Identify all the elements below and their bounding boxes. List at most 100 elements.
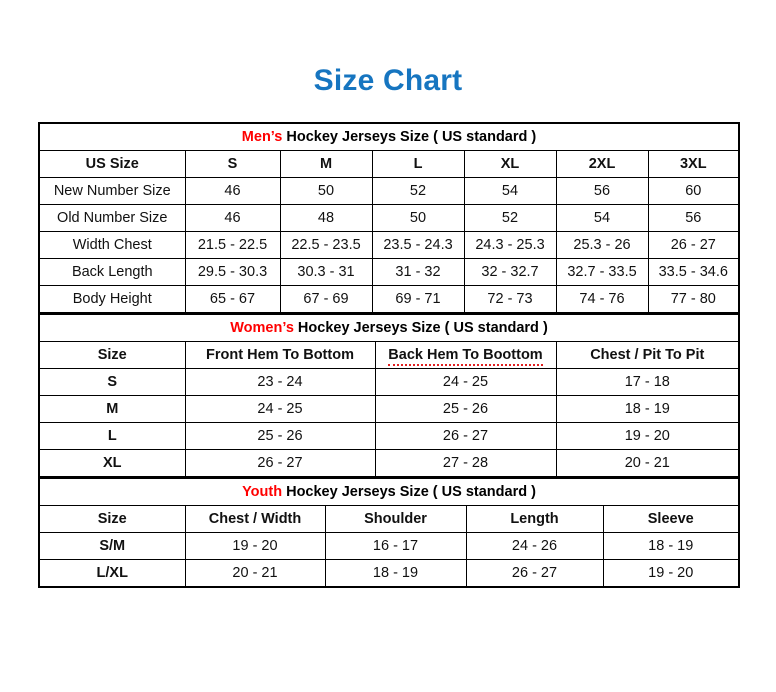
table-row: New Number Size 46 50 52 54 56 60	[38, 177, 740, 205]
youth-row-label-0: S/M	[38, 532, 186, 560]
womens-cell-1-1: 25 - 26	[374, 395, 557, 423]
mens-cell-3-4: 32.7 - 33.5	[555, 258, 649, 286]
mens-cell-1-1: 48	[279, 204, 373, 232]
womens-row-label-2: L	[38, 422, 186, 450]
youth-col-header-2: Shoulder	[324, 505, 467, 533]
mens-cell-0-1: 50	[279, 177, 373, 205]
mens-cell-3-5: 33.5 - 34.6	[647, 258, 740, 286]
mens-banner-accent: Men’s	[241, 129, 283, 145]
mens-cell-2-1: 22.5 - 23.5	[279, 231, 373, 259]
mens-cell-4-4: 74 - 76	[555, 285, 649, 314]
youth-cell-1-3: 19 - 20	[602, 559, 740, 588]
womens-row-label-1: M	[38, 395, 186, 423]
mens-cell-1-3: 52	[463, 204, 557, 232]
mens-col-header-6: 3XL	[647, 150, 740, 178]
womens-cell-2-1: 26 - 27	[374, 422, 557, 450]
youth-header-row: Size Chest / Width Shoulder Length Sleev…	[38, 505, 740, 533]
mens-cell-1-5: 56	[647, 204, 740, 232]
mens-cell-1-2: 50	[371, 204, 465, 232]
table-row: S 23 - 24 24 - 25 17 - 18	[38, 368, 740, 396]
table-row: L/XL 20 - 21 18 - 19 26 - 27 19 - 20	[38, 559, 740, 588]
womens-cell-0-0: 23 - 24	[184, 368, 376, 396]
mens-cell-2-0: 21.5 - 22.5	[184, 231, 281, 259]
womens-header-row: Size Front Hem To Bottom Back Hem To Boo…	[38, 341, 740, 369]
mens-cell-2-3: 24.3 - 25.3	[463, 231, 557, 259]
womens-cell-1-2: 18 - 19	[555, 395, 740, 423]
mens-col-header-0: US Size	[38, 150, 186, 178]
table-row: L 25 - 26 26 - 27 19 - 20	[38, 422, 740, 450]
womens-row-label-3: XL	[38, 449, 186, 478]
size-chart-tables: Men’s Hockey Jerseys Size ( US standard …	[38, 122, 741, 588]
youth-size-table: Youth Hockey Jerseys Size ( US standard …	[38, 478, 741, 588]
mens-section-banner: Men’s Hockey Jerseys Size ( US standard …	[38, 122, 740, 151]
womens-size-table: Women’s Hockey Jerseys Size ( US standar…	[38, 314, 741, 478]
womens-col-header-2-text: Back Hem To Boottom	[388, 347, 543, 366]
mens-col-header-2: M	[279, 150, 373, 178]
mens-row-label-4: Body Height	[38, 285, 186, 314]
youth-row-label-1: L/XL	[38, 559, 186, 588]
youth-cell-0-2: 24 - 26	[465, 532, 604, 560]
womens-row-label-0: S	[38, 368, 186, 396]
youth-cell-1-2: 26 - 27	[465, 559, 604, 588]
mens-cell-0-5: 60	[647, 177, 740, 205]
mens-cell-0-4: 56	[555, 177, 649, 205]
womens-col-header-2: Back Hem To Boottom	[374, 341, 557, 369]
table-row: S/M 19 - 20 16 - 17 24 - 26 18 - 19	[38, 532, 740, 560]
table-row: Old Number Size 46 48 50 52 54 56	[38, 204, 740, 232]
womens-cell-1-0: 24 - 25	[184, 395, 376, 423]
womens-cell-0-1: 24 - 25	[374, 368, 557, 396]
youth-cell-0-3: 18 - 19	[602, 532, 740, 560]
mens-col-header-5: 2XL	[555, 150, 649, 178]
mens-row-label-1: Old Number Size	[38, 204, 186, 232]
mens-size-table: Men’s Hockey Jerseys Size ( US standard …	[38, 122, 741, 314]
youth-cell-1-0: 20 - 21	[184, 559, 326, 588]
womens-cell-0-2: 17 - 18	[555, 368, 740, 396]
mens-cell-0-0: 46	[184, 177, 281, 205]
mens-col-header-3: L	[371, 150, 465, 178]
page-title: Size Chart	[313, 64, 463, 97]
womens-cell-3-2: 20 - 21	[555, 449, 740, 478]
womens-cell-2-0: 25 - 26	[184, 422, 376, 450]
womens-banner-rest: Hockey Jerseys Size ( US standard )	[293, 320, 548, 336]
womens-col-header-0: Size	[38, 341, 186, 369]
table-row: M 24 - 25 25 - 26 18 - 19	[38, 395, 740, 423]
womens-banner-accent: Women’s	[230, 320, 294, 336]
womens-col-header-1: Front Hem To Bottom	[184, 341, 376, 369]
mens-section-banner-row: Men’s Hockey Jerseys Size ( US standard …	[38, 122, 740, 151]
mens-cell-3-1: 30.3 - 31	[279, 258, 373, 286]
mens-col-header-4: XL	[463, 150, 557, 178]
youth-banner-accent: Youth	[242, 484, 283, 500]
mens-cell-4-1: 67 - 69	[279, 285, 373, 314]
mens-row-label-0: New Number Size	[38, 177, 186, 205]
table-row: Back Length 29.5 - 30.3 30.3 - 31 31 - 3…	[38, 258, 740, 286]
mens-row-label-3: Back Length	[38, 258, 186, 286]
youth-cell-0-1: 16 - 17	[324, 532, 467, 560]
table-row: XL 26 - 27 27 - 28 20 - 21	[38, 449, 740, 478]
womens-section-banner-row: Women’s Hockey Jerseys Size ( US standar…	[38, 314, 740, 342]
womens-cell-3-0: 26 - 27	[184, 449, 376, 478]
mens-cell-3-2: 31 - 32	[371, 258, 465, 286]
mens-cell-0-3: 54	[463, 177, 557, 205]
mens-cell-4-5: 77 - 80	[647, 285, 740, 314]
mens-banner-rest: Hockey Jerseys Size ( US standard )	[282, 129, 537, 145]
mens-cell-2-4: 25.3 - 26	[555, 231, 649, 259]
mens-cell-1-0: 46	[184, 204, 281, 232]
youth-banner-rest: Hockey Jerseys Size ( US standard )	[282, 484, 536, 500]
youth-col-header-1: Chest / Width	[184, 505, 326, 533]
mens-cell-4-3: 72 - 73	[463, 285, 557, 314]
mens-cell-4-2: 69 - 71	[371, 285, 465, 314]
mens-cell-3-0: 29.5 - 30.3	[184, 258, 281, 286]
table-row: Body Height 65 - 67 67 - 69 69 - 71 72 -…	[38, 285, 740, 314]
mens-cell-2-2: 23.5 - 24.3	[371, 231, 465, 259]
youth-section-banner-row: Youth Hockey Jerseys Size ( US standard …	[38, 478, 740, 506]
mens-row-label-2: Width Chest	[38, 231, 186, 259]
womens-section-banner: Women’s Hockey Jerseys Size ( US standar…	[38, 314, 740, 342]
mens-cell-1-4: 54	[555, 204, 649, 232]
mens-cell-0-2: 52	[371, 177, 465, 205]
mens-header-row: US Size S M L XL 2XL 3XL	[38, 150, 740, 178]
mens-col-header-1: S	[184, 150, 281, 178]
table-row: Width Chest 21.5 - 22.5 22.5 - 23.5 23.5…	[38, 231, 740, 259]
youth-section-banner: Youth Hockey Jerseys Size ( US standard …	[38, 478, 740, 506]
womens-cell-3-1: 27 - 28	[374, 449, 557, 478]
